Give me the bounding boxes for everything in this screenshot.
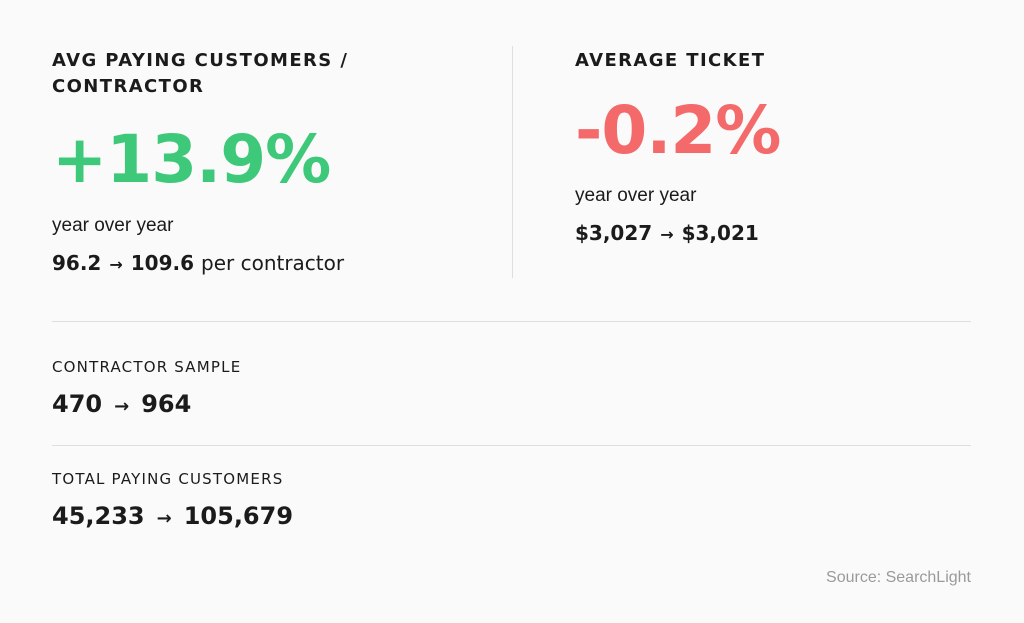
arrow-right-icon: → [114, 396, 130, 417]
to-value: 109.6 [130, 251, 195, 275]
average-ticket-card: AVERAGE TICKET -0.2% year over year $3,0… [575, 48, 975, 245]
from-value: $3,027 [575, 221, 653, 245]
value-change: 96.2 → 109.6 per contractor [52, 251, 492, 275]
from-value: 96.2 [52, 251, 102, 275]
big-percentage-value: -0.2% [575, 92, 781, 169]
to-value: 964 [141, 390, 192, 418]
horizontal-divider [52, 321, 971, 322]
to-value: $3,021 [681, 221, 759, 245]
source-caption: Source: SearchLight [826, 569, 971, 586]
section-value-change: 470 → 964 [52, 390, 241, 418]
arrow-right-icon: → [660, 225, 674, 244]
from-value: 470 [52, 390, 103, 418]
arrow-right-icon: → [109, 255, 123, 274]
period-label: year over year [52, 215, 174, 236]
avg-paying-customers-card: AVG PAYING CUSTOMERS / CONTRACTOR +13.9%… [52, 48, 492, 275]
contractor-sample-section: CONTRACTOR SAMPLE 470 → 964 [52, 358, 241, 418]
from-value: 45,233 [52, 502, 145, 530]
card-heading: AVERAGE TICKET [575, 50, 766, 71]
unit-suffix: per contractor [201, 251, 345, 275]
to-value: 105,679 [183, 502, 294, 530]
section-label: CONTRACTOR SAMPLE [52, 358, 242, 376]
arrow-right-icon: → [156, 508, 172, 529]
section-label: TOTAL PAYING CUSTOMERS [52, 470, 284, 488]
big-percentage-value: +13.9% [52, 121, 331, 198]
total-paying-customers-section: TOTAL PAYING CUSTOMERS 45,233 → 105,679 [52, 470, 293, 530]
card-heading: AVG PAYING CUSTOMERS / CONTRACTOR [52, 50, 349, 97]
value-change: $3,027 → $3,021 [575, 221, 975, 245]
vertical-divider [512, 46, 513, 278]
horizontal-divider [52, 445, 971, 446]
period-label: year over year [575, 185, 697, 206]
section-value-change: 45,233 → 105,679 [52, 502, 293, 530]
